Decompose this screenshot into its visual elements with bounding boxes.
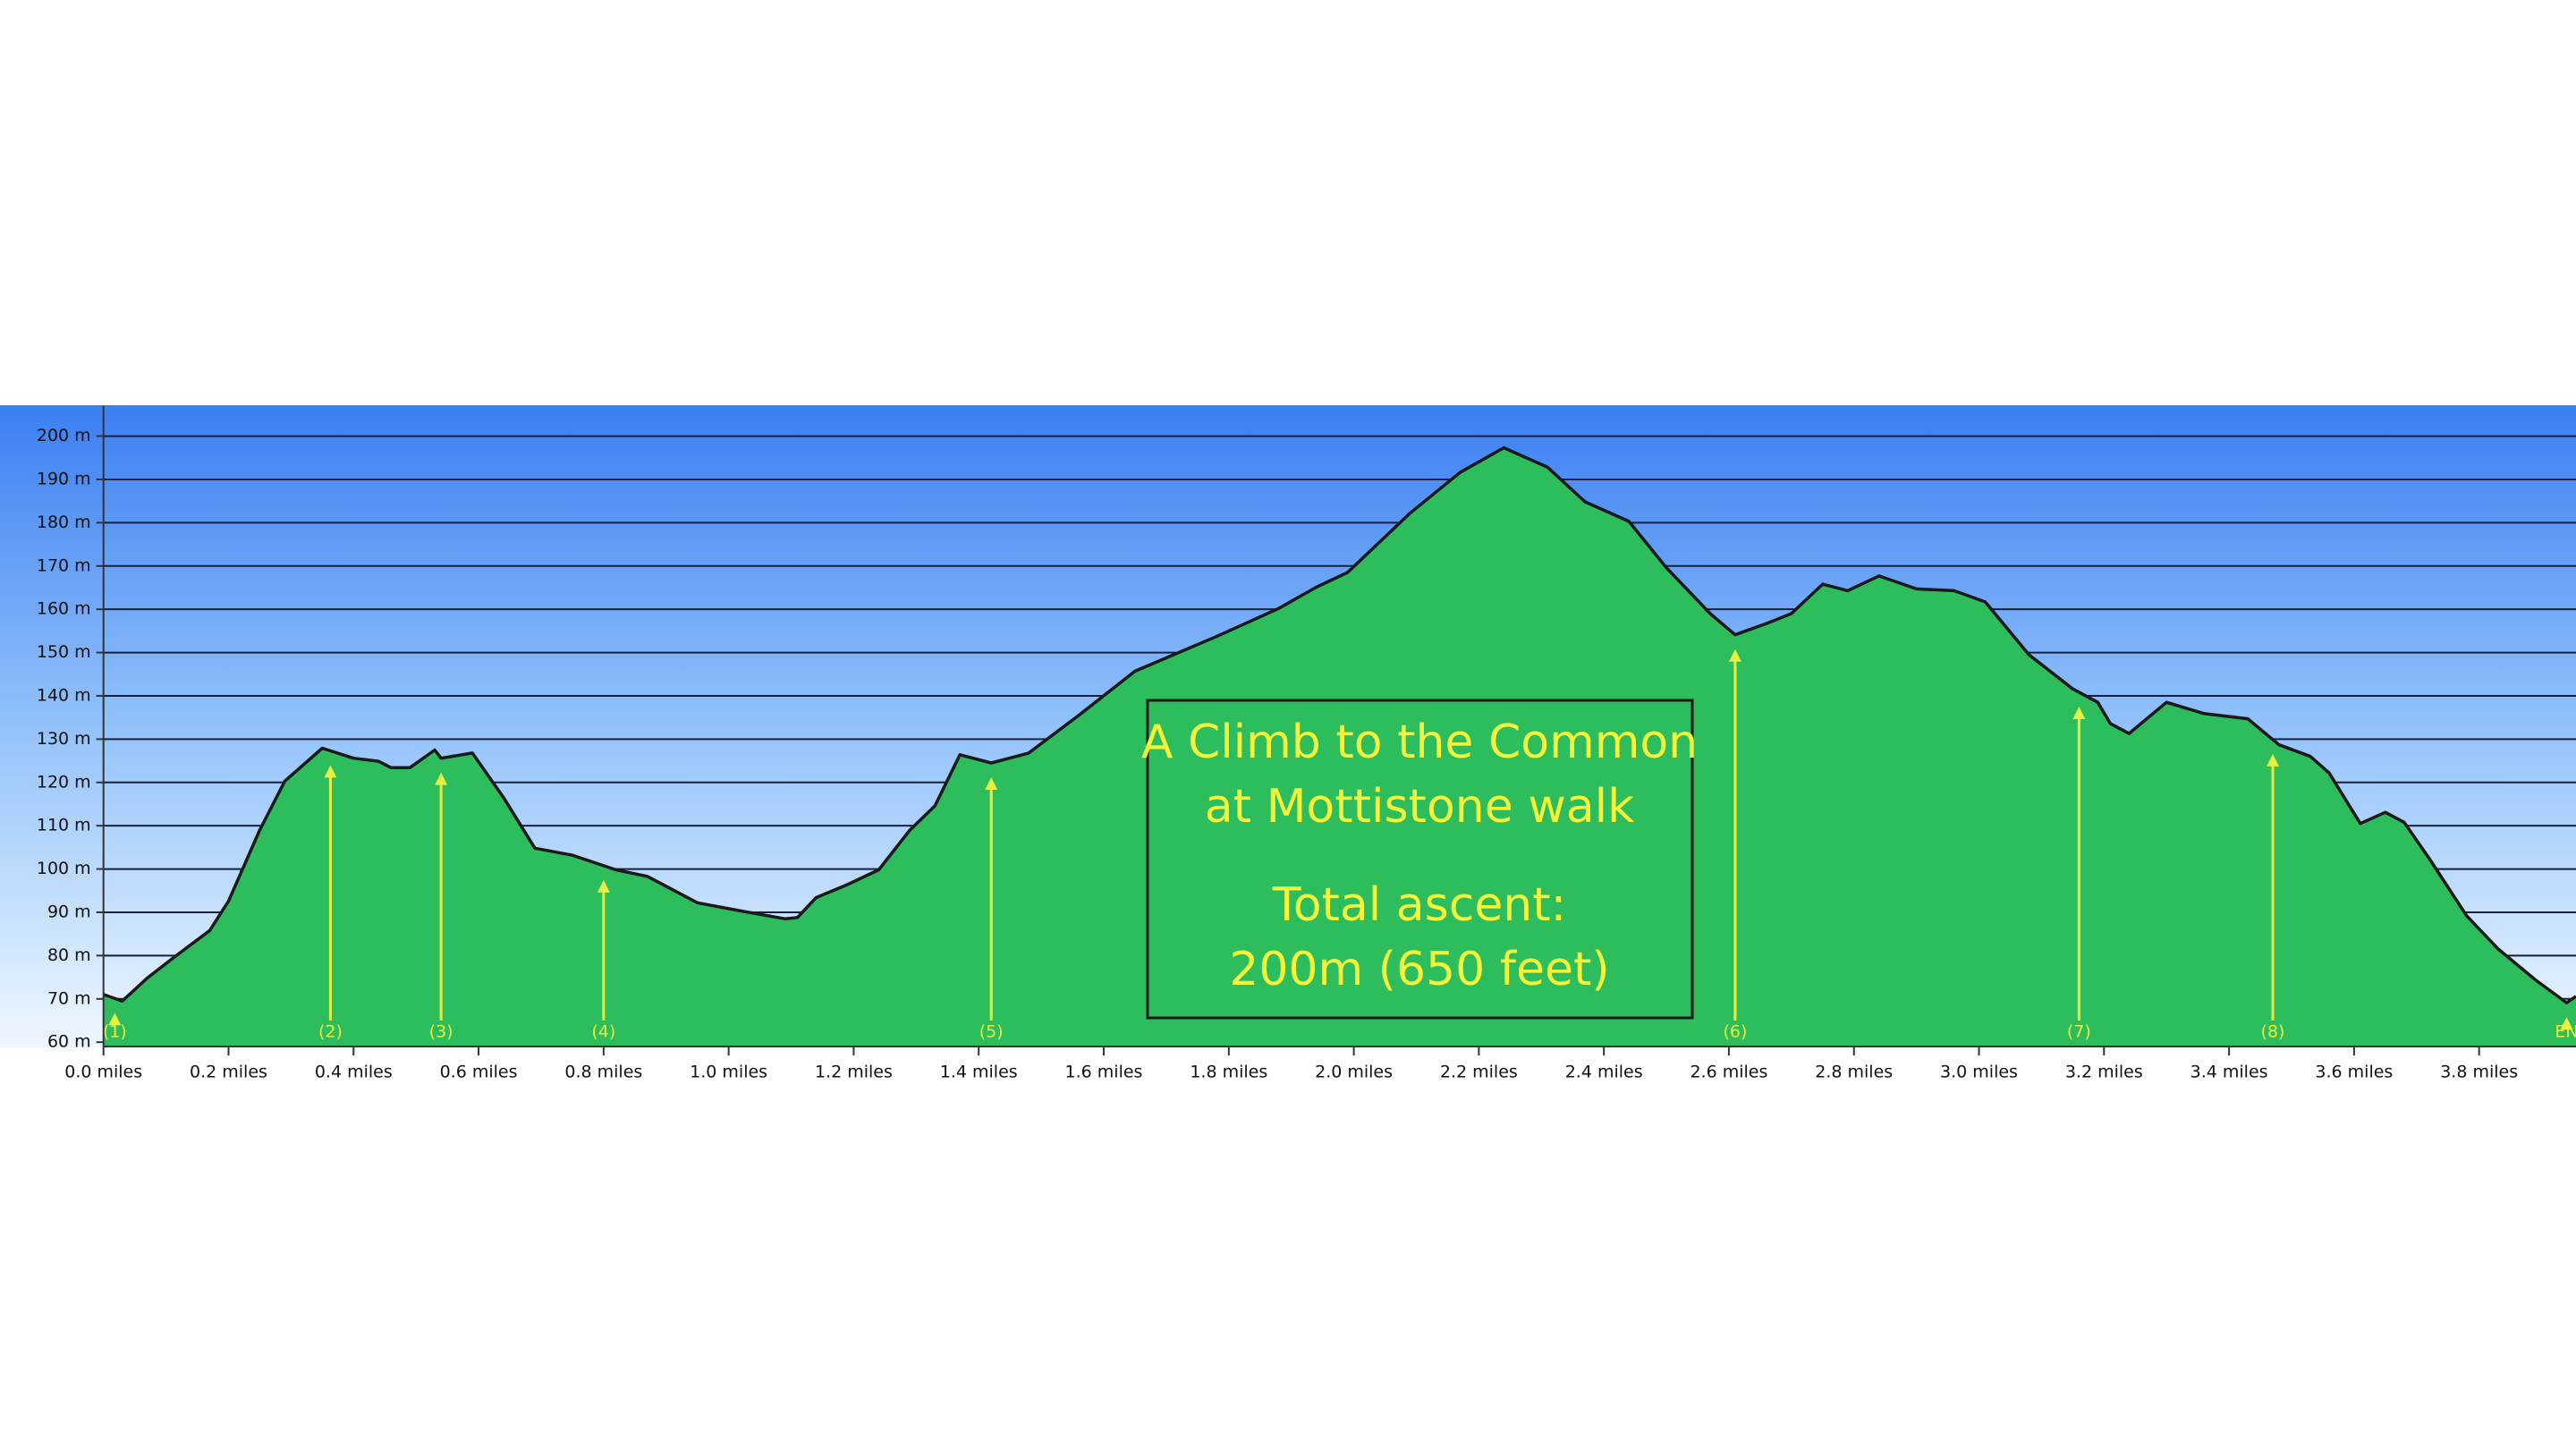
- waypoint-arrowhead: [2267, 753, 2280, 767]
- y-tick-label: 180 m: [37, 513, 91, 532]
- x-tick-label: 1.8 miles: [1190, 1063, 1267, 1082]
- waypoint-arrowhead: [2072, 706, 2086, 719]
- x-tick-label: 0.0 miles: [64, 1063, 142, 1082]
- elevation-line: [103, 445, 2576, 1004]
- waypoint-arrowhead: [108, 1013, 122, 1026]
- x-tick-label: 3.0 miles: [1940, 1063, 2018, 1082]
- x-tick-label: 2.4 miles: [1565, 1063, 1643, 1082]
- annotation-line: Total ascent:: [1272, 878, 1566, 932]
- y-tick-label: 80 m: [47, 945, 91, 965]
- y-tick-label: 90 m: [47, 902, 91, 921]
- y-tick-label: 120 m: [37, 772, 91, 792]
- y-tick-label: 130 m: [37, 729, 91, 749]
- y-tick-label: 60 m: [47, 1032, 91, 1052]
- x-tick-label: 1.2 miles: [815, 1063, 893, 1082]
- x-tick-label: 0.6 miles: [440, 1063, 518, 1082]
- waypoint-arrowhead: [324, 765, 337, 778]
- x-tick-label: 0.4 miles: [315, 1063, 393, 1082]
- x-tick-label: 0.8 miles: [564, 1063, 642, 1082]
- waypoint-label: (1): [103, 1022, 127, 1042]
- x-tick-label: 2.2 miles: [1440, 1063, 1518, 1082]
- annotation-line: A Climb to the Common: [1141, 716, 1698, 769]
- annotation-box: [1146, 699, 1694, 1020]
- waypoint-label: (3): [429, 1022, 453, 1042]
- x-tick-label: 0.2 miles: [190, 1063, 267, 1082]
- y-tick-label: 150 m: [37, 642, 91, 662]
- waypoint-arrowhead: [597, 879, 610, 893]
- waypoint-arrowhead: [985, 776, 998, 790]
- x-tick-label: 1.6 miles: [1065, 1063, 1143, 1082]
- waypoint-label: (2): [318, 1022, 343, 1042]
- x-tick-label: 1.0 miles: [690, 1063, 767, 1082]
- waypoint-label: (8): [2261, 1022, 2285, 1042]
- y-tick-label: 70 m: [47, 988, 91, 1008]
- annotation: A Climb to the Common at Mottistone walk…: [1141, 699, 1698, 1020]
- x-tick-label: 2.8 miles: [1815, 1063, 1893, 1082]
- waypoint-arrowhead: [435, 772, 448, 785]
- elevation-area: [103, 447, 2576, 1046]
- waypoint-label: (5): [979, 1022, 1004, 1042]
- y-tick-label: 200 m: [37, 426, 91, 445]
- x-tick-label: 3.2 miles: [2065, 1063, 2143, 1082]
- axes: 60 m 70 m 80 m 90 m 100 m 110 m 120 m 130 m 140 …: [37, 405, 2576, 1082]
- waypoint-label: (6): [1723, 1022, 1747, 1042]
- y-tick-label: 100 m: [37, 859, 91, 878]
- annotation-line: at Mottistone walk: [1205, 780, 1634, 834]
- waypoint-label: EN: [2555, 1022, 2576, 1042]
- waypoint-arrowhead: [1728, 648, 1741, 662]
- y-tick-label: 110 m: [37, 816, 91, 835]
- x-tick-label: 3.8 miles: [2440, 1063, 2518, 1082]
- x-tick-label: 3.4 miles: [2190, 1063, 2268, 1082]
- x-tick-label: 3.6 miles: [2315, 1063, 2393, 1082]
- waypoint-label: (4): [591, 1022, 615, 1042]
- waypoint-label: (7): [2067, 1022, 2091, 1042]
- waypoint-arrowhead: [2560, 1017, 2573, 1030]
- x-tick-label: 1.4 miles: [940, 1063, 1018, 1082]
- annotation-line: 200m (650 feet): [1229, 943, 1609, 996]
- x-tick-label: 2.0 miles: [1315, 1063, 1393, 1082]
- y-tick-label: 170 m: [37, 555, 91, 575]
- y-tick-label: 160 m: [37, 599, 91, 619]
- plot: (1) (2) (3) (4) (5) (6) (7) (8) EN: [103, 445, 2576, 1046]
- y-tick-label: 140 m: [37, 685, 91, 705]
- x-tick-label: 2.6 miles: [1690, 1063, 1767, 1082]
- y-tick-label: 190 m: [37, 469, 91, 488]
